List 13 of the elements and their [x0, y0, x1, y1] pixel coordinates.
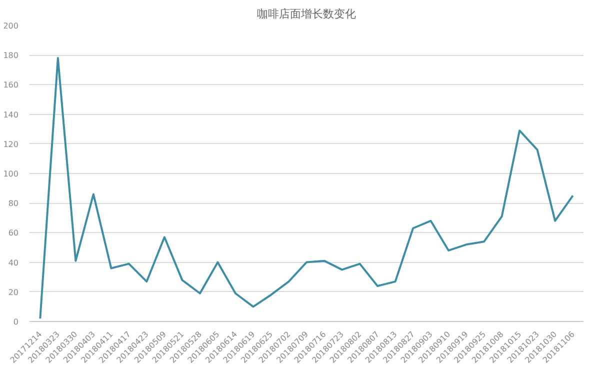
y-tick-label: 20	[8, 288, 19, 297]
y-tick-label: 140	[3, 110, 19, 120]
y-tick-label: 80	[8, 199, 19, 208]
y-tick-label: 160	[3, 80, 19, 90]
y-tick-label: 120	[3, 140, 19, 149]
y-tick-label: 40	[8, 258, 19, 268]
y-tick-label: 200	[3, 22, 19, 30]
chart-title: 咖啡店面增长数变化	[257, 8, 356, 20]
y-tick-label: 0	[13, 318, 19, 326]
y-tick-label: 60	[8, 228, 19, 238]
y-tick-label: 100	[3, 170, 19, 178]
line-series	[39, 57, 574, 320]
y-tick-label: 180	[3, 51, 19, 60]
